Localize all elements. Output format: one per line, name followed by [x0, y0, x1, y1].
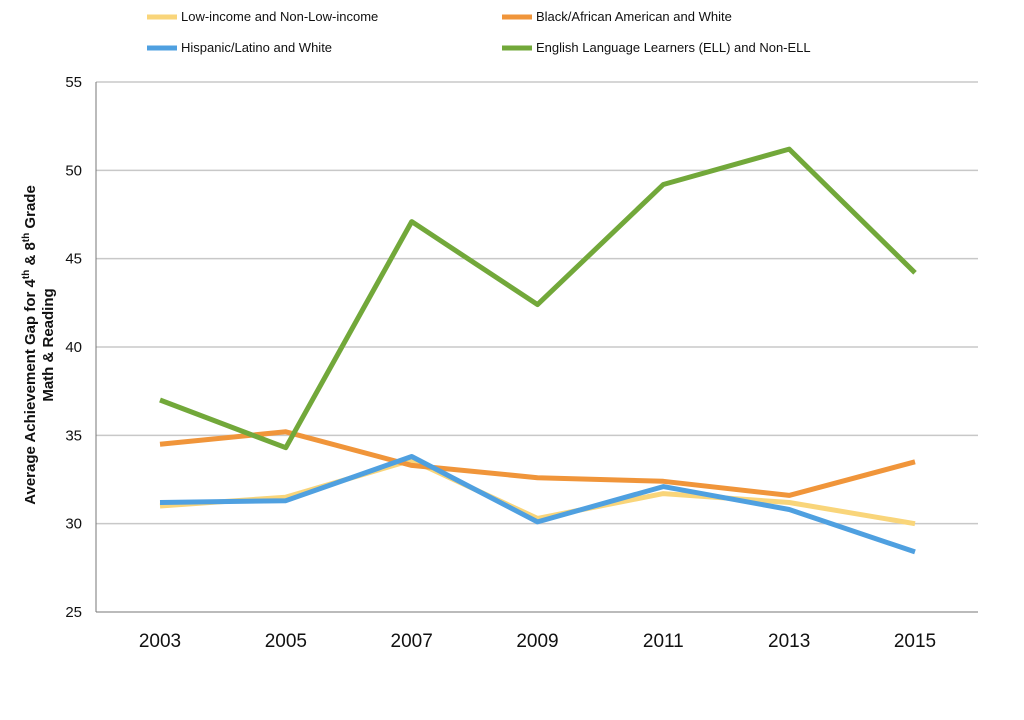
y-tick-label-45: 45: [65, 251, 82, 268]
legend-label-3: Hispanic/Latino and White: [181, 40, 332, 55]
x-axis-tick-labels: 2003 2005 2007 2009 2011 2013 2015: [139, 631, 936, 652]
x-tick-label-2013: 2013: [768, 631, 810, 652]
y-axis-label-line-2: Math & Reading: [40, 288, 57, 401]
series-lines: [159, 146, 917, 555]
series-line-2: [159, 429, 916, 498]
series-line-4: [159, 146, 917, 451]
y-tick-label-30: 30: [65, 516, 82, 533]
y-axis-tick-labels: 25 30 35 40 45 50 55: [65, 74, 82, 621]
x-tick-label-2015: 2015: [894, 631, 936, 652]
legend-label-1: Low-income and Non-Low-income: [181, 9, 378, 24]
y-tick-label-25: 25: [65, 604, 82, 621]
y-tick-label-40: 40: [65, 339, 82, 356]
series-line-3: [159, 454, 916, 555]
series-line-1: [159, 457, 916, 527]
legend: Low-income and Non-Low-income Black/Afric…: [147, 9, 811, 55]
x-tick-label-2007: 2007: [391, 631, 433, 652]
legend-label-4: English Language Learners (ELL) and Non-…: [536, 40, 811, 55]
legend-label-2: Black/African American and White: [536, 9, 732, 24]
x-tick-label-2011: 2011: [643, 631, 684, 652]
x-tick-label-2005: 2005: [265, 631, 307, 652]
axes: [95, 82, 978, 613]
x-tick-label-2009: 2009: [516, 631, 558, 652]
y-tick-label-35: 35: [65, 427, 82, 444]
y-axis-label-line-1: Average Achievement Gap for 4th & 8th Gr…: [21, 185, 39, 505]
x-tick-label-2003: 2003: [139, 631, 181, 652]
y-tick-label-50: 50: [65, 162, 82, 179]
y-tick-label-55: 55: [65, 74, 82, 91]
